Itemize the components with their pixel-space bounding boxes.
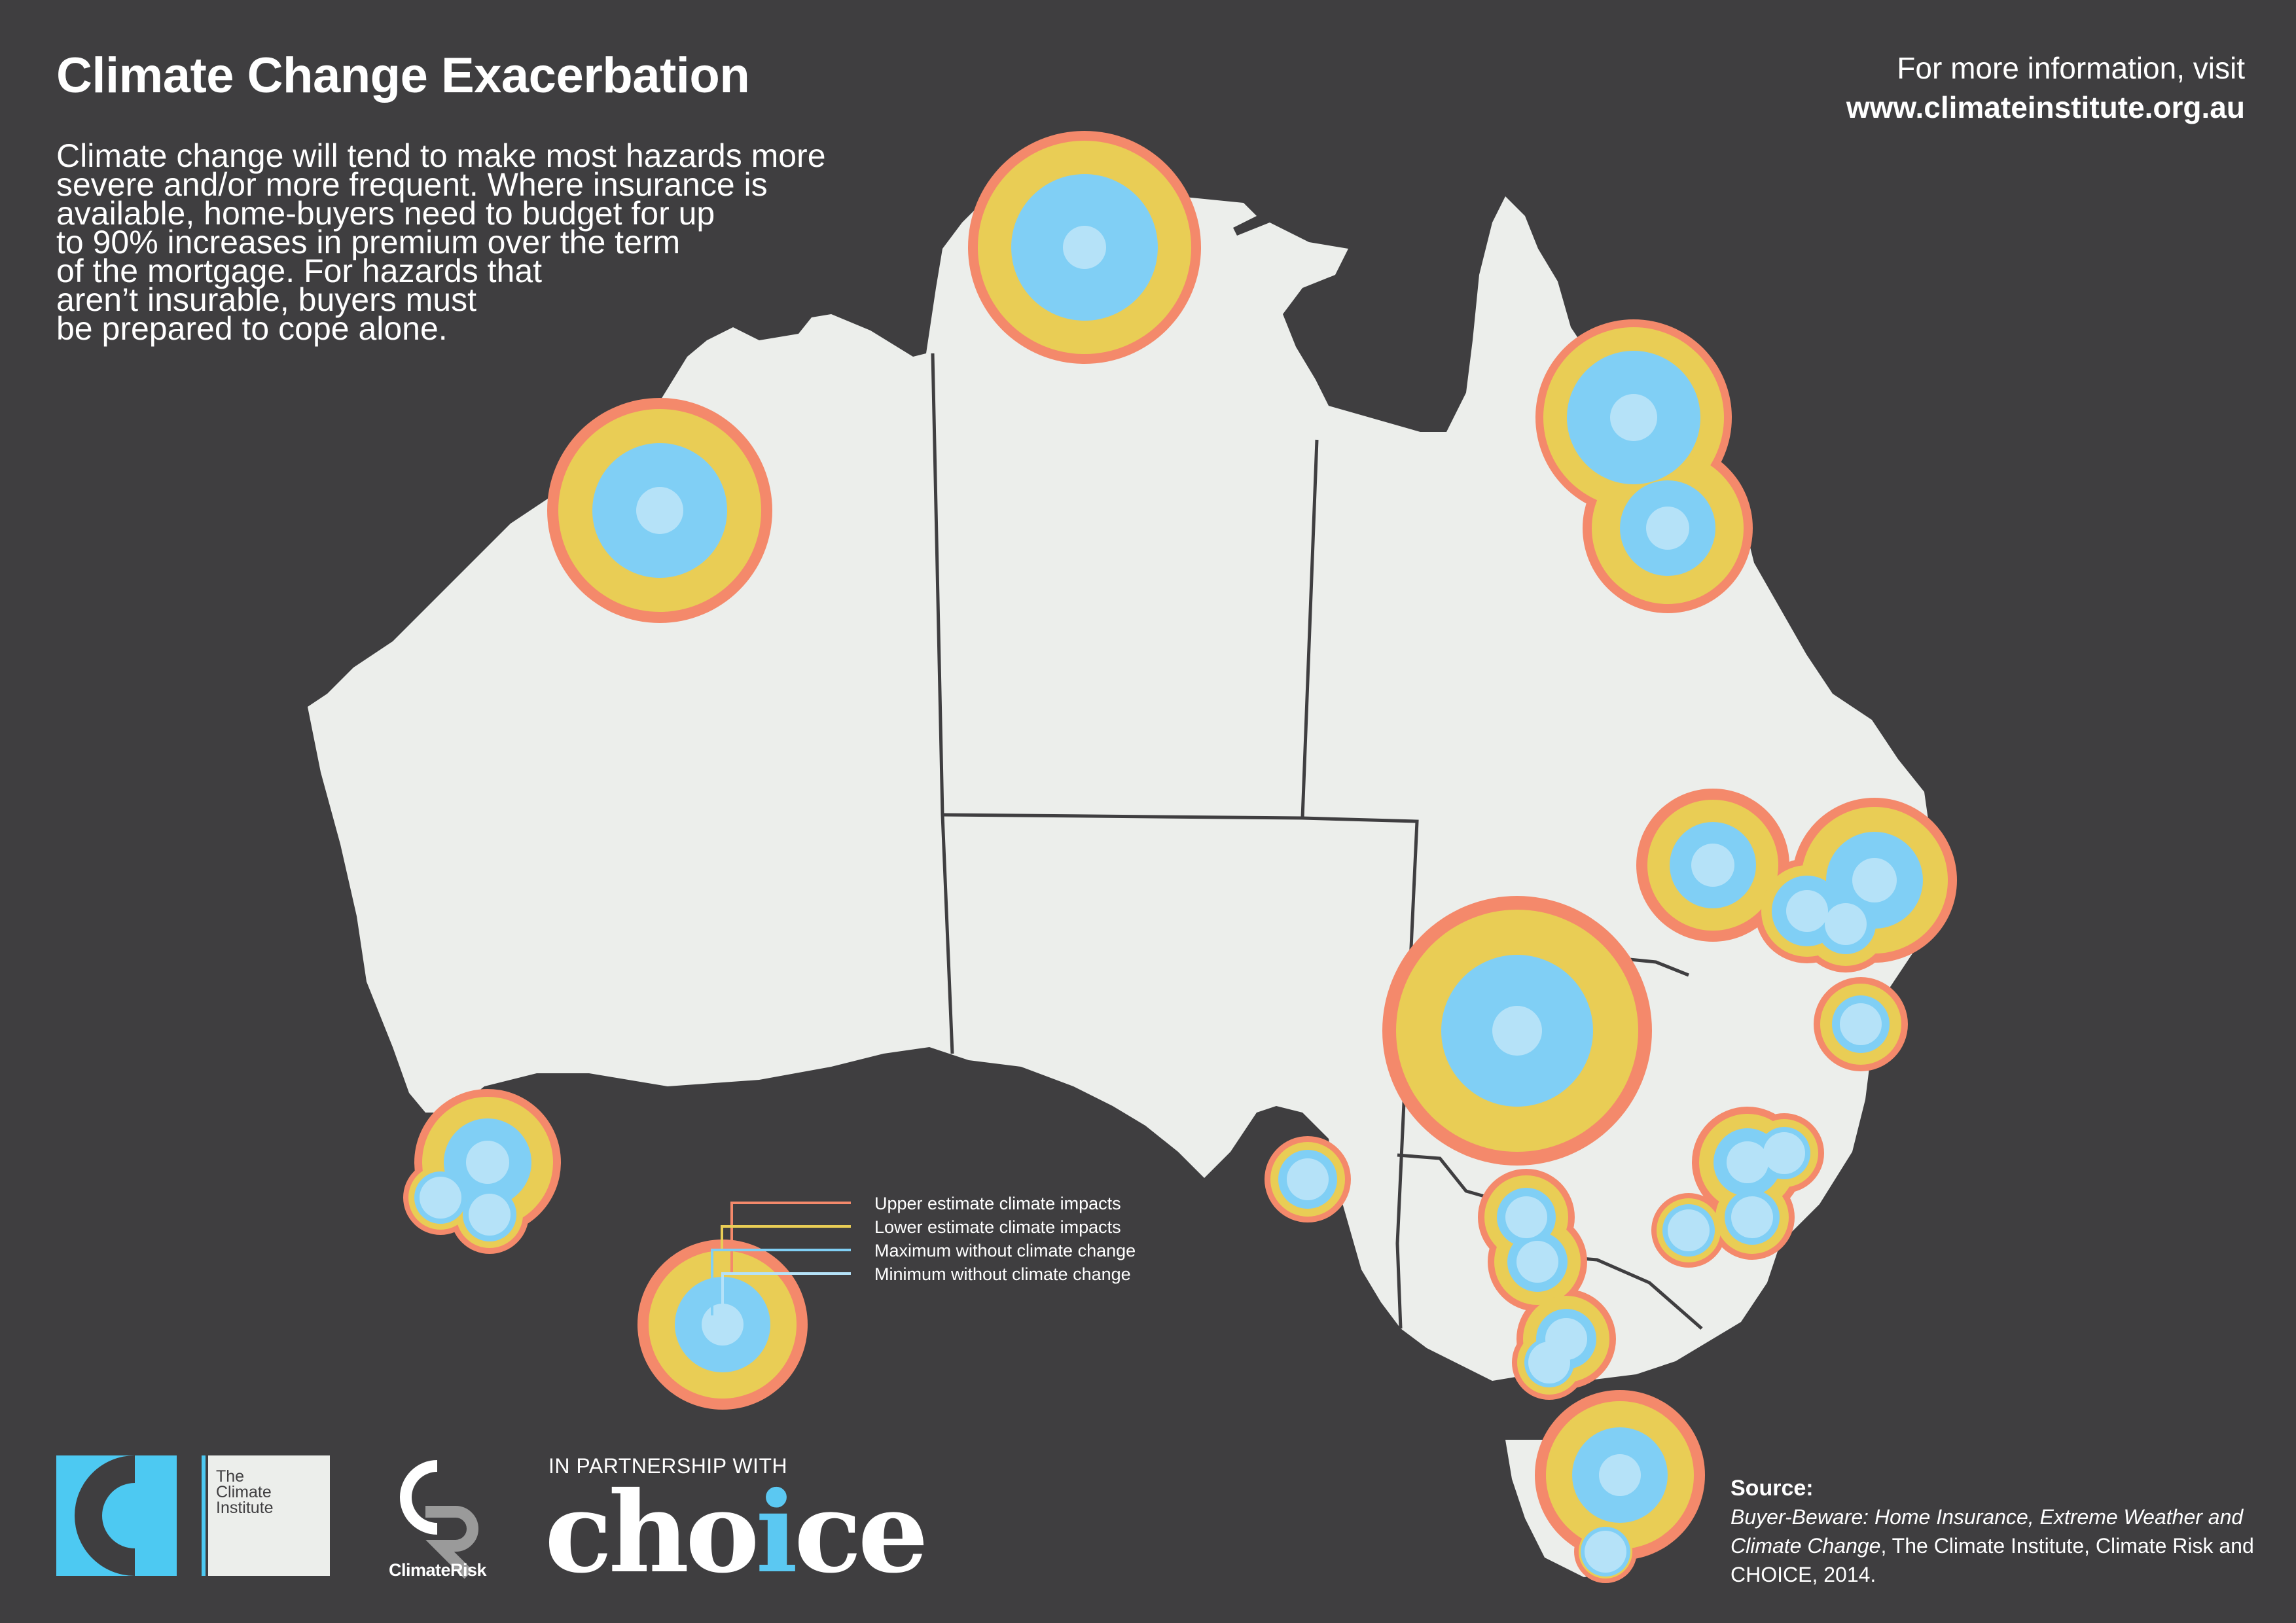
legend-max: Maximum without climate change [874, 1241, 1136, 1260]
intro-line: available, home-buyers need to budget fo… [56, 195, 715, 232]
hazard-circle-min [1840, 1003, 1882, 1045]
ci-name-line: The [216, 1467, 245, 1486]
page-title: Climate Change Exacerbation [56, 48, 750, 103]
hazard-circles [403, 131, 1957, 1583]
intro-line: aren’t insurable, buyers must [56, 281, 476, 318]
hazard-circle-min [466, 1141, 509, 1184]
climate-institute-logo: The Climate Institute [56, 1455, 330, 1576]
hazard-circle-min [1287, 1158, 1329, 1200]
source-text: Buyer-Beware: Home Insurance, Extreme We… [1731, 1503, 2254, 1589]
source-note: Source: Buyer-Beware: Home Insurance, Ex… [1731, 1474, 2254, 1589]
hazard-circle-min [1691, 844, 1734, 887]
intro-text: Climate change will tend to make most ha… [56, 137, 894, 347]
choice-logo-i: i [755, 1467, 798, 1598]
hazard-circle-min [1505, 1196, 1547, 1238]
ci-name-line: Institute [216, 1499, 274, 1517]
hazard-circle-min [1763, 1132, 1805, 1174]
hazard-circle-min [1727, 1141, 1768, 1183]
legend-line-min [721, 1272, 851, 1323]
legend-upper: Upper estimate climate impacts [874, 1194, 1121, 1213]
hazard-circle-min [1825, 903, 1867, 945]
intro-line: be prepared to cope alone. [56, 310, 448, 347]
source-title: Buyer-Beware: Home Insurance, Extreme We… [1731, 1505, 2244, 1558]
choice-logo-part: cho [545, 1467, 759, 1598]
more-info-text: For more information, visit [1897, 51, 2245, 85]
partnership-label: IN PARTNERSHIP WITH [548, 1454, 788, 1478]
hazard-circle-min [1585, 1531, 1626, 1573]
ci-name-line: Climate [216, 1483, 272, 1501]
source-label: Source: [1731, 1476, 1814, 1501]
climate-risk-icon [400, 1460, 478, 1579]
intro-line: of the mortgage. For hazards that [56, 253, 543, 289]
climate-risk-name: ClimateRisk [389, 1560, 487, 1580]
hazard-circle-min [420, 1177, 461, 1219]
choice-logo: choice [545, 1477, 929, 1588]
ci-name-panel [208, 1455, 330, 1576]
hazard-circle-min [636, 487, 683, 534]
more-info: For more information, visit www.climatei… [1846, 48, 2245, 127]
map-legend: Upper estimate climate impacts Lower est… [711, 1194, 1136, 1323]
hazard-circle-min [1852, 858, 1897, 902]
hazard-circle-min [1528, 1342, 1570, 1383]
choice-logo-part: ce [794, 1467, 929, 1598]
legend-min: Minimum without climate change [874, 1264, 1131, 1284]
hazard-circle-min [1731, 1196, 1773, 1238]
hazard-circle-min [1786, 890, 1828, 932]
ci-mark [56, 1455, 206, 1576]
more-info-url[interactable]: www.climateinstitute.org.au [1846, 90, 2245, 124]
hazard-circle-min [1668, 1209, 1710, 1251]
hazard-circle-min [469, 1194, 511, 1236]
source-rest: , The Climate Institute, Climate Risk an… [1731, 1534, 2254, 1586]
ci-name: The Climate Institute [216, 1469, 274, 1516]
legend-lower: Lower estimate climate impacts [874, 1217, 1121, 1237]
legend-line-max [711, 1249, 851, 1315]
intro-line: severe and/or more frequent. Where insur… [56, 166, 768, 203]
intro-line: to 90% increases in premium over the ter… [56, 224, 681, 260]
hazard-circle-min [1063, 226, 1106, 269]
ci-letters-icon [75, 1455, 206, 1576]
hazard-circle-min [1610, 394, 1657, 441]
hazard-circle-min [1646, 507, 1689, 550]
hazard-circle-min [1492, 1006, 1542, 1056]
legend-line-lower [721, 1225, 851, 1274]
intro-line: Climate change will tend to make most ha… [56, 137, 826, 174]
hazard-circle-min [1516, 1241, 1558, 1283]
hazard-circle-min [1599, 1454, 1641, 1496]
